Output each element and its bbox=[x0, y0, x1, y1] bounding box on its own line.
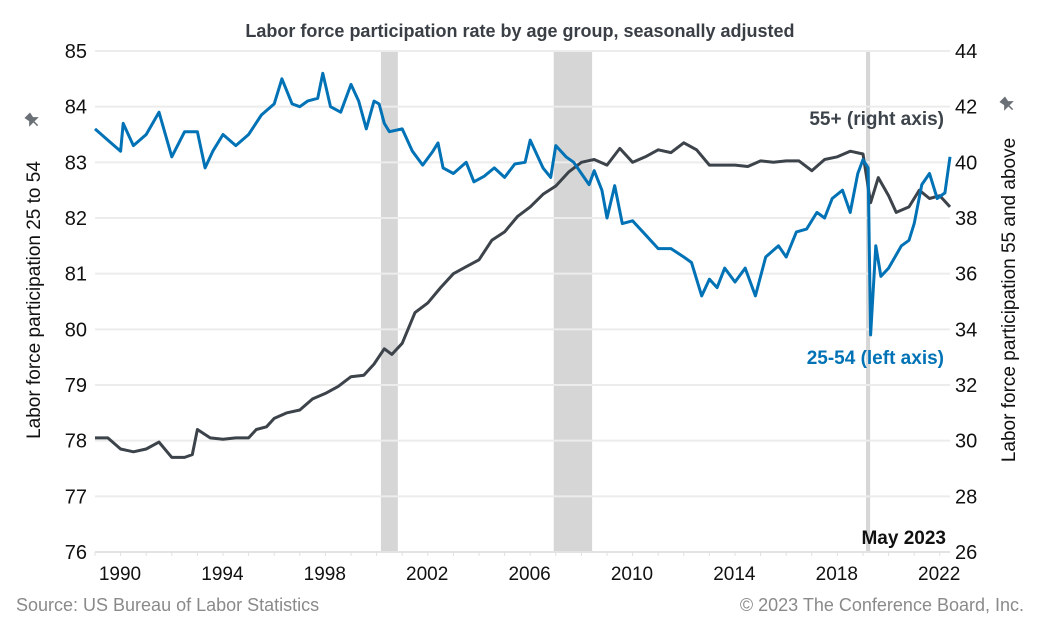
y-left-tick-label: 83 bbox=[65, 152, 87, 174]
y-right-tick-label: 38 bbox=[955, 208, 977, 230]
x-tick-label: 1998 bbox=[304, 564, 346, 585]
x-tick-label: 2022 bbox=[918, 564, 960, 585]
recession-band bbox=[553, 51, 593, 552]
recession-band bbox=[866, 51, 871, 552]
copyright-note: © 2023 The Conference Board, Inc. bbox=[740, 595, 1024, 615]
y-right-tick-label: 32 bbox=[955, 375, 977, 397]
y-left-tick-label: 79 bbox=[65, 375, 87, 397]
series-lines bbox=[94, 71, 952, 459]
x-tick-label: 2010 bbox=[611, 564, 653, 585]
y-right-tick-label: 30 bbox=[955, 431, 977, 453]
y-right-tick-label: 28 bbox=[955, 486, 977, 508]
y-left-tick-label: 82 bbox=[65, 208, 87, 230]
source-note: Source: US Bureau of Labor Statistics bbox=[16, 595, 319, 615]
date-annotation: May 2023 bbox=[861, 528, 946, 549]
y-left-tick-label: 78 bbox=[65, 431, 87, 453]
y-axis-right: 26 28 30 32 34 36 38 40 42 44 bbox=[955, 41, 977, 564]
x-tick-label: 1990 bbox=[99, 564, 141, 585]
x-tick-label: 2006 bbox=[508, 564, 550, 585]
legend-label-25-54: 25-54 (left axis) bbox=[807, 348, 944, 369]
series-line-25-54 bbox=[94, 71, 952, 337]
y-left-tick-label: 76 bbox=[65, 542, 87, 564]
y-right-tick-label: 44 bbox=[955, 41, 977, 63]
x-tick-label: 2014 bbox=[713, 564, 756, 585]
y-axis-right-label: Labor force participation 55 and above bbox=[999, 138, 1020, 462]
y-left-tick-label: 81 bbox=[65, 264, 87, 286]
y-right-tick-label: 34 bbox=[955, 319, 977, 341]
y-right-tick-label: 40 bbox=[955, 152, 977, 174]
recession-bands bbox=[380, 51, 871, 552]
y-axis-left: 76 77 78 79 80 81 82 83 84 85 bbox=[65, 41, 87, 564]
y-right-tick-label: 42 bbox=[955, 97, 977, 119]
y-right-tick-label: 26 bbox=[955, 542, 977, 564]
chart-title: Labor force participation rate by age gr… bbox=[245, 21, 794, 41]
y-left-tick-label: 80 bbox=[65, 319, 87, 341]
y-axis-left-label: Labor force participation 25 to 54 bbox=[24, 161, 45, 439]
legend-label-55-plus: 55+ (right axis) bbox=[809, 109, 944, 130]
pin-icon bbox=[999, 96, 1014, 111]
y-right-tick-label: 36 bbox=[955, 264, 977, 286]
y-left-tick-label: 85 bbox=[65, 41, 87, 63]
recession-band bbox=[380, 51, 398, 552]
y-left-tick-label: 77 bbox=[65, 486, 87, 508]
x-axis: 1990 1994 1998 2002 2006 2010 2014 2018 2022 bbox=[94, 551, 960, 585]
y-left-tick-label: 84 bbox=[65, 97, 87, 119]
pin-icon bbox=[24, 112, 39, 127]
x-tick-label: 2002 bbox=[406, 564, 448, 585]
x-tick-label: 1994 bbox=[201, 564, 244, 585]
x-tick-label: 2018 bbox=[816, 564, 858, 585]
series-line-55-plus bbox=[95, 141, 952, 459]
